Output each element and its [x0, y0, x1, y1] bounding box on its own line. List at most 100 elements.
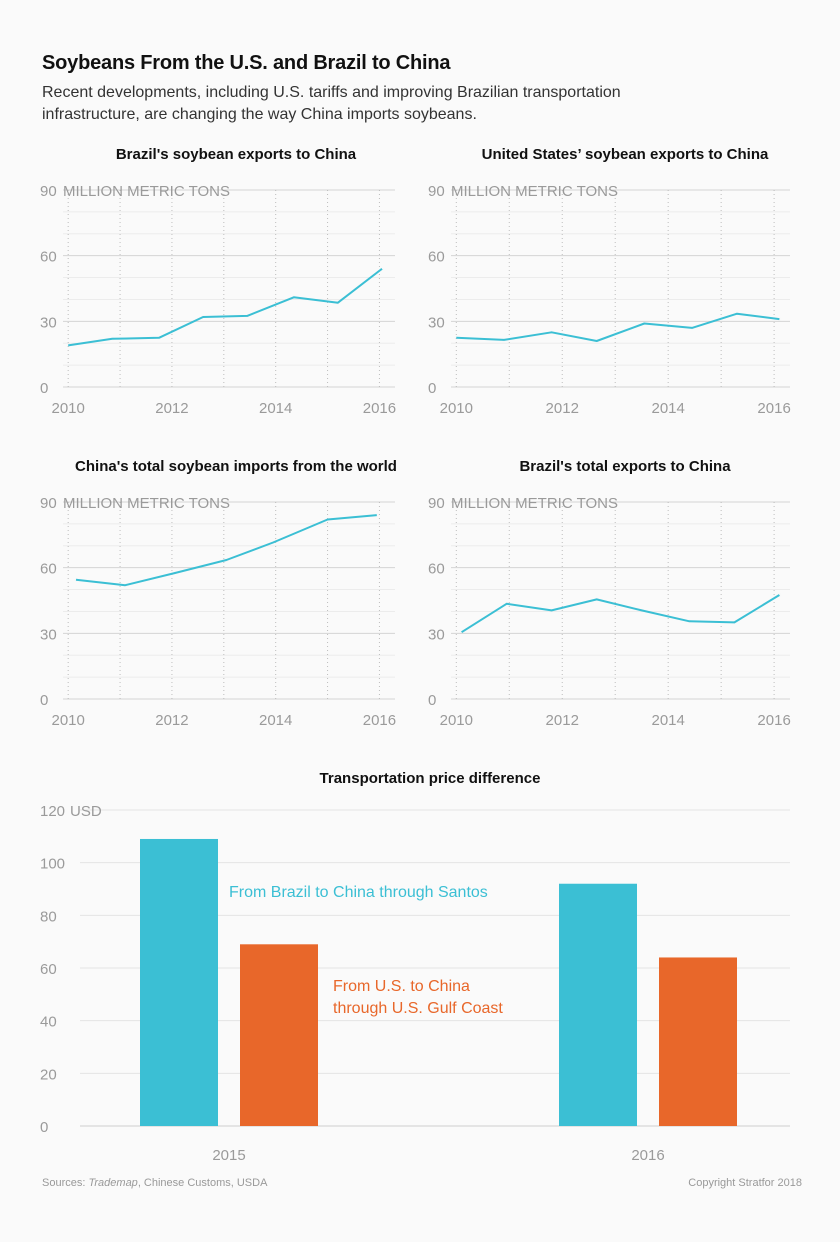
- bar-y-tick-label: 120: [40, 803, 65, 820]
- y-tick-label: 90: [428, 183, 445, 200]
- data-point: [550, 608, 554, 612]
- x-tick-label: 2016: [363, 712, 396, 729]
- data-point: [66, 343, 70, 347]
- data-point: [375, 513, 379, 517]
- data-point: [224, 558, 228, 562]
- series-line: [456, 312, 780, 342]
- data-point: [777, 317, 781, 321]
- y-axis-unit-label: MILLION METRIC TONS: [63, 183, 230, 200]
- x-tick-label: 2014: [259, 712, 292, 729]
- data-point: [550, 330, 554, 334]
- data-point: [732, 620, 736, 624]
- x-tick-label: 2012: [546, 712, 579, 729]
- data-point: [201, 315, 205, 319]
- data-point: [640, 608, 644, 612]
- bar-y-tick-label: 20: [40, 1066, 57, 1083]
- sources-rest: , Chinese Customs, USDA: [137, 1177, 268, 1189]
- data-point: [173, 571, 177, 575]
- chart-title-brazil-total: Brazil's total exports to China: [519, 458, 731, 475]
- bar-y-axis-unit: USD: [70, 803, 102, 820]
- annotation-brazil: From Brazil to China through Santos: [229, 884, 488, 901]
- bar-category-label: 2015: [212, 1147, 245, 1164]
- y-tick-label: 30: [428, 626, 445, 643]
- data-point: [336, 301, 340, 305]
- y-tick-label: 60: [428, 249, 445, 266]
- page-subtitle: Recent developments, including U.S. tari…: [42, 82, 742, 126]
- y-tick-label: 0: [428, 380, 436, 397]
- data-point: [110, 337, 114, 341]
- y-tick-label: 30: [40, 626, 57, 643]
- x-tick-label: 2010: [52, 400, 85, 417]
- x-tick-label: 2016: [363, 400, 396, 417]
- y-tick-label: 60: [40, 561, 57, 578]
- data-point: [460, 630, 464, 634]
- y-tick-label: 30: [428, 314, 445, 331]
- y-axis-unit-label: MILLION METRIC TONS: [63, 495, 230, 512]
- data-point: [292, 295, 296, 299]
- series-line: [68, 268, 383, 347]
- sources-italic: Trademap: [88, 1177, 138, 1189]
- y-tick-label: 0: [40, 692, 48, 709]
- x-tick-label: 2014: [259, 400, 292, 417]
- subtitle-line-2: infrastructure, are changing the way Chi…: [42, 106, 477, 123]
- subtitle-line-1: Recent developments, including U.S. tari…: [42, 84, 621, 101]
- x-tick-label: 2012: [155, 400, 188, 417]
- data-point: [454, 336, 458, 340]
- annotation-us-line-1: From U.S. to China: [333, 978, 470, 995]
- data-point: [123, 583, 127, 587]
- y-tick-label: 90: [40, 495, 57, 512]
- page-title: Soybeans From the U.S. and Brazil to Chi…: [42, 52, 451, 74]
- x-tick-label: 2012: [155, 712, 188, 729]
- annotation-us-line-2: through U.S. Gulf Coast: [333, 1000, 503, 1017]
- data-point: [74, 578, 78, 582]
- bar-us-2015: [240, 944, 318, 1126]
- y-tick-label: 90: [428, 495, 445, 512]
- y-tick-label: 0: [428, 692, 436, 709]
- bar-brazil-2015: [140, 838, 218, 1126]
- data-point: [687, 619, 691, 623]
- chart-title-china-imports: China's total soybean imports from the w…: [75, 458, 397, 475]
- bar-y-tick-label: 100: [40, 856, 65, 873]
- bar-y-tick-label: 80: [40, 908, 57, 925]
- series-line: [75, 514, 377, 587]
- chart-title-transport-price: Transportation price difference: [319, 770, 541, 787]
- x-tick-label: 2010: [52, 712, 85, 729]
- data-point: [157, 336, 161, 340]
- data-point: [595, 597, 599, 601]
- data-point: [502, 338, 506, 342]
- data-point: [245, 314, 249, 318]
- y-tick-label: 60: [428, 561, 445, 578]
- data-point: [595, 339, 599, 343]
- data-point: [735, 312, 739, 316]
- bar-y-tick-label: 0: [40, 1119, 48, 1136]
- data-point: [326, 518, 330, 522]
- x-tick-label: 2014: [651, 400, 684, 417]
- x-tick-label: 2016: [757, 400, 790, 417]
- data-point: [271, 540, 275, 544]
- y-tick-label: 60: [40, 249, 57, 266]
- series-line: [461, 594, 780, 634]
- bar-y-tick-label: 40: [40, 1014, 57, 1031]
- chart-title-us-exports: United States’ soybean exports to China: [481, 146, 769, 163]
- sources-label: Sources:: [42, 1177, 86, 1189]
- bar-y-tick-label: 60: [40, 961, 57, 978]
- bar-us-2016: [659, 957, 737, 1126]
- data-point: [642, 322, 646, 326]
- sources-note: Sources: Trademap, Chinese Customs, USDA: [42, 1177, 267, 1189]
- x-tick-label: 2010: [440, 712, 473, 729]
- data-point: [690, 326, 694, 330]
- y-axis-unit-label: MILLION METRIC TONS: [451, 495, 618, 512]
- y-tick-label: 90: [40, 183, 57, 200]
- x-tick-label: 2010: [440, 400, 473, 417]
- chart-title-brazil-exports: Brazil's soybean exports to China: [115, 146, 357, 163]
- y-tick-label: 0: [40, 380, 48, 397]
- copyright: Copyright Stratfor 2018: [688, 1177, 802, 1189]
- bar-category-label: 2016: [631, 1147, 664, 1164]
- x-tick-label: 2014: [651, 712, 684, 729]
- bar-brazil-2016: [559, 883, 637, 1126]
- data-point: [380, 267, 384, 271]
- x-tick-label: 2016: [757, 712, 790, 729]
- data-point: [777, 593, 781, 597]
- x-tick-label: 2012: [546, 400, 579, 417]
